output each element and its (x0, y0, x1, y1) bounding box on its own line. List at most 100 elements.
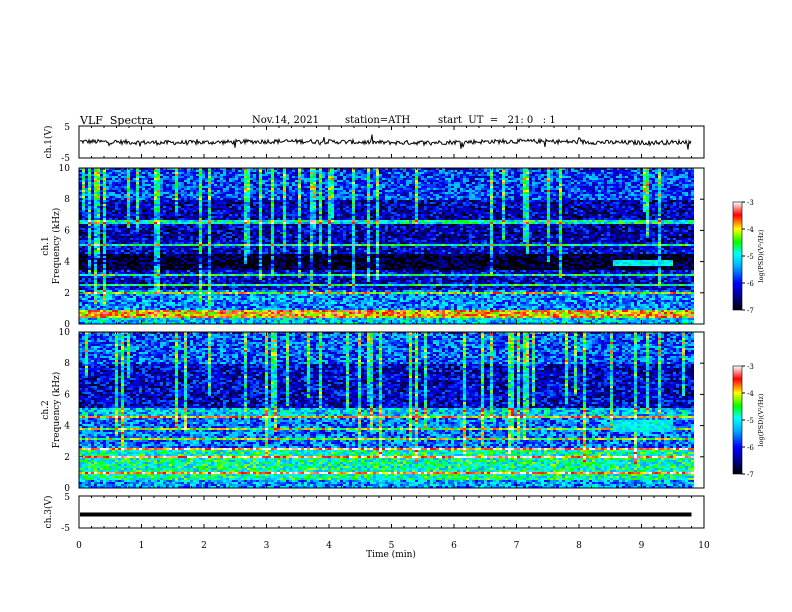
spec-cell (211, 240, 214, 242)
spec-cell (127, 192, 130, 194)
spec-cell (187, 200, 190, 202)
spec-cell (244, 200, 247, 202)
spec-cell (154, 174, 157, 176)
spec-cell (127, 292, 130, 294)
spec-cell (136, 296, 139, 298)
spec-cell (226, 282, 229, 284)
spec-cell (184, 314, 187, 316)
spec-cell (130, 202, 133, 204)
spec-cell (103, 204, 106, 206)
spec-cell (109, 294, 112, 296)
spec-cell (85, 196, 88, 198)
spec-cell (214, 190, 217, 192)
spec-cell (190, 238, 193, 240)
spec-cell (166, 210, 169, 212)
spec-cell (208, 226, 211, 228)
spec-cell (127, 254, 130, 256)
spec-cell (226, 216, 229, 218)
spec-cell (82, 194, 85, 196)
spec-cell (85, 224, 88, 226)
spec-cell (169, 252, 172, 254)
spec-cell (118, 230, 121, 232)
spec-cell (163, 206, 166, 208)
spec-cell (181, 234, 184, 236)
spec-cell (202, 248, 205, 250)
spec-cell (205, 288, 208, 290)
spec-cell (187, 298, 190, 300)
spec-cell (196, 208, 199, 210)
spec-cell (226, 180, 229, 182)
spec-cell (145, 304, 148, 306)
spec-cell (106, 284, 109, 286)
spec-cell (226, 252, 229, 254)
spec-cell (118, 270, 121, 272)
spec-cell (133, 320, 136, 322)
spec-cell (247, 176, 250, 178)
spec-cell (157, 216, 160, 218)
spec-cell (139, 304, 142, 306)
spec-cell (226, 234, 229, 236)
spec-cell (163, 184, 166, 186)
spec-cell (220, 268, 223, 270)
spec-cell (130, 262, 133, 264)
spec-cell (196, 228, 199, 230)
spec-cell (157, 256, 160, 258)
spec-cell (226, 176, 229, 178)
spec-cell (193, 296, 196, 298)
spec-cell (211, 244, 214, 246)
spec-cell (217, 298, 220, 300)
spec-cell (178, 198, 181, 200)
spec-cell (193, 200, 196, 202)
spec-cell (124, 278, 127, 280)
spec-cell (127, 258, 130, 260)
spec-cell (136, 278, 139, 280)
spec-cell (172, 304, 175, 306)
spec-cell (94, 234, 97, 236)
spec-cell (94, 264, 97, 266)
spec-cell (133, 232, 136, 234)
spec-cell (127, 174, 130, 176)
spec-cell (235, 204, 238, 206)
spec-cell (193, 300, 196, 302)
spec-cell (109, 256, 112, 258)
spec-cell (205, 224, 208, 226)
spec-cell (151, 186, 154, 188)
spec-cell (232, 224, 235, 226)
spec-cell (82, 274, 85, 276)
spec-cell (181, 212, 184, 214)
spec-cell (142, 234, 145, 236)
spec-cell (85, 262, 88, 264)
spec-cell (163, 300, 166, 302)
spec-cell (133, 174, 136, 176)
spec-cell (82, 182, 85, 184)
spec-cell (130, 268, 133, 270)
spec-cell (112, 266, 115, 268)
spec-cell (85, 252, 88, 254)
spec-cell (166, 272, 169, 274)
spec-cell (187, 258, 190, 260)
spec-cell (154, 304, 157, 306)
spec-cell (226, 174, 229, 176)
spec-cell (229, 216, 232, 218)
spec-cell (145, 252, 148, 254)
spec-cell (82, 174, 85, 176)
spec-cell (217, 184, 220, 186)
spec-cell (160, 308, 163, 310)
spec-cell (151, 252, 154, 254)
spec-cell (91, 232, 94, 234)
spec-cell (139, 188, 142, 190)
spec-cell (100, 244, 103, 246)
spec-cell (106, 208, 109, 210)
spec-cell (118, 182, 121, 184)
spec-cell (172, 216, 175, 218)
spec-cell (223, 294, 226, 296)
spec-cell (97, 248, 100, 250)
spec-cell (172, 310, 175, 312)
spec-cell (202, 236, 205, 238)
spec-cell (217, 208, 220, 210)
spec-cell (202, 226, 205, 228)
spec-cell (241, 316, 244, 318)
spec-cell (214, 212, 217, 214)
spec-cell (187, 224, 190, 226)
spec-cell (88, 180, 91, 182)
